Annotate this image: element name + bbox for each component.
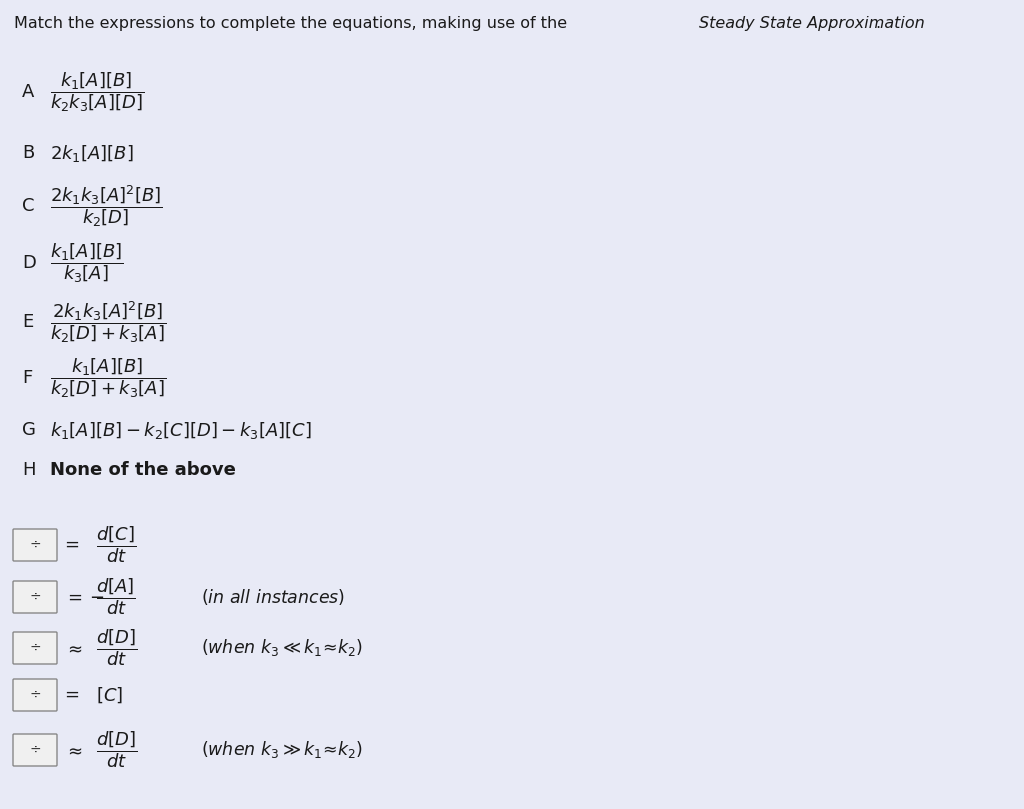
Text: ÷: ÷ (30, 590, 41, 604)
Text: $2k_1[A][B]$: $2k_1[A][B]$ (50, 142, 133, 163)
FancyBboxPatch shape (13, 679, 57, 711)
Text: $\dfrac{k_1[A][B]}{k_2[D]+k_3[A]}$: $\dfrac{k_1[A][B]}{k_2[D]+k_3[A]}$ (50, 356, 166, 400)
FancyBboxPatch shape (13, 734, 57, 766)
Text: ÷: ÷ (30, 688, 41, 702)
Text: $= -$: $= -$ (63, 588, 104, 606)
Text: $\dfrac{d[A]}{dt}$: $\dfrac{d[A]}{dt}$ (96, 577, 136, 617)
Text: $k_1[A][B]-k_2[C][D]-k_3[A][C]$: $k_1[A][B]-k_2[C][D]-k_3[A][C]$ (50, 420, 311, 440)
Text: Match the expressions to complete the equations, making use of the: Match the expressions to complete the eq… (14, 16, 572, 31)
Text: ÷: ÷ (30, 743, 41, 757)
Text: ÷: ÷ (30, 641, 41, 655)
Text: $\dfrac{2k_1k_3[A]^2[B]}{k_2[D]}$: $\dfrac{2k_1k_3[A]^2[B]}{k_2[D]}$ (50, 183, 163, 229)
FancyBboxPatch shape (13, 632, 57, 664)
Text: =: = (63, 536, 79, 554)
Text: $\dfrac{d[C]}{dt}$: $\dfrac{d[C]}{dt}$ (96, 525, 136, 565)
Text: $\approx$: $\approx$ (63, 639, 83, 657)
Text: E: E (22, 313, 33, 331)
Text: $(when\ k_3 \gg k_1\!\approx\!k_2)$: $(when\ k_3 \gg k_1\!\approx\!k_2)$ (201, 739, 364, 760)
Text: $\dfrac{d[D]}{dt}$: $\dfrac{d[D]}{dt}$ (96, 628, 137, 668)
Text: $\dfrac{d[D]}{dt}$: $\dfrac{d[D]}{dt}$ (96, 730, 137, 770)
Text: H: H (22, 461, 36, 479)
Text: F: F (22, 369, 32, 387)
Text: G: G (22, 421, 36, 439)
Text: A: A (22, 83, 35, 101)
Text: D: D (22, 254, 36, 272)
Text: $\approx$: $\approx$ (63, 741, 83, 759)
Text: $\dfrac{2k_1k_3[A]^2[B]}{k_2[D]+k_3[A]}$: $\dfrac{2k_1k_3[A]^2[B]}{k_2[D]+k_3[A]}$ (50, 299, 166, 345)
Text: $\dfrac{k_1[A][B]}{k_3[A]}$: $\dfrac{k_1[A][B]}{k_3[A]}$ (50, 241, 124, 285)
Text: Steady State Approximation: Steady State Approximation (699, 16, 925, 31)
Text: $\dfrac{k_1[A][B]}{k_2k_3[A][D]}$: $\dfrac{k_1[A][B]}{k_2k_3[A][D]}$ (50, 70, 144, 114)
Text: B: B (22, 144, 34, 162)
Text: ÷: ÷ (30, 538, 41, 552)
Text: None of the above: None of the above (50, 461, 236, 479)
FancyBboxPatch shape (13, 529, 57, 561)
Text: $(in\ all\ instances)$: $(in\ all\ instances)$ (201, 587, 345, 607)
Text: $(when\ k_3 \ll k_1\!\approx\!k_2)$: $(when\ k_3 \ll k_1\!\approx\!k_2)$ (201, 637, 364, 659)
FancyBboxPatch shape (13, 581, 57, 613)
Text: =: = (63, 686, 79, 704)
Text: $[C]$: $[C]$ (96, 685, 123, 705)
Text: .: . (876, 16, 881, 31)
Text: C: C (22, 197, 35, 215)
